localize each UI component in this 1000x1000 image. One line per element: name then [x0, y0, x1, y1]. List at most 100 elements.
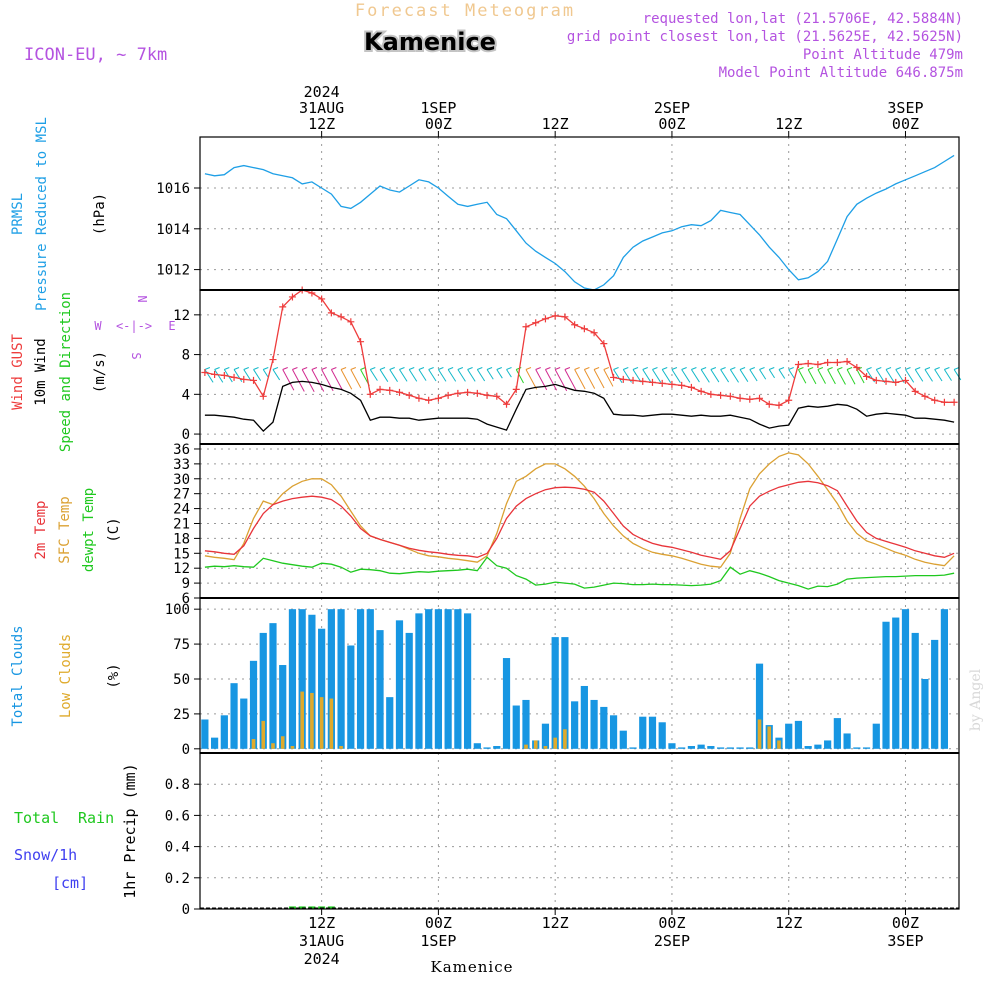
total-cloud-bar [571, 701, 579, 749]
y-tick-label: 24 [173, 502, 190, 518]
total-cloud-bar [804, 746, 812, 749]
low-cloud-bar [271, 743, 275, 749]
wind-barb [340, 367, 347, 370]
total-cloud-bar [726, 747, 734, 749]
total-cloud-bar [901, 609, 910, 749]
wind-barb [467, 369, 476, 382]
wind-speed-line [204, 380, 955, 433]
low-clouds-label: Low Clouds [58, 634, 74, 718]
wind-barb [953, 367, 960, 370]
gust-marker [454, 389, 462, 397]
wind-barb [739, 367, 746, 370]
total-cloud-bar [454, 609, 462, 749]
wind-barb [603, 369, 614, 387]
wind-barb [263, 367, 269, 370]
suptitle: Forecast Meteogram [355, 1, 575, 21]
model-info-line: grid point closest lon,lat (21.5625E, 42… [567, 29, 963, 45]
wind-barb [593, 369, 605, 389]
wind-barb [506, 367, 512, 370]
low-cloud-bar [767, 726, 772, 749]
total-cloud-bar [308, 614, 316, 749]
gust-marker [201, 368, 209, 376]
total-cloud-bar [561, 637, 569, 749]
total-cloud-bar [833, 718, 841, 749]
gust-marker [921, 392, 929, 400]
wind-barb [603, 367, 610, 370]
wind-barb [593, 367, 600, 370]
gust-marker [405, 391, 413, 399]
low-cloud-bar [524, 744, 528, 749]
wind-barb [749, 367, 755, 370]
wind-barb [292, 369, 305, 392]
wind-barb [856, 369, 865, 384]
gust-marker [259, 392, 267, 400]
wind-barb [827, 367, 833, 370]
gust-marker [551, 312, 559, 320]
gust-marker [804, 360, 812, 368]
total-cloud-bar [337, 609, 345, 749]
wind-barb [301, 369, 315, 393]
total-cloud-bar [600, 706, 608, 749]
wind-barb [409, 367, 415, 370]
gust-marker [863, 372, 871, 380]
time-label-top: 12Z [308, 115, 335, 133]
total-cloud-bar [327, 609, 335, 749]
low-cloud-bar [543, 746, 548, 749]
total-cloud-bar [318, 628, 326, 749]
wind-barb [525, 367, 532, 370]
gust-marker [736, 394, 744, 402]
y-tick-label: 0 [182, 427, 190, 443]
time-label-bottom: 12Z [775, 914, 802, 932]
wind-barb [545, 367, 551, 370]
y-tick-label: 1012 [156, 263, 190, 279]
time-label-bottom: 1SEP [420, 932, 456, 950]
wind-barb [817, 369, 826, 384]
total-cloud-bar [240, 698, 248, 749]
rain-bar [327, 906, 335, 909]
wind-barb [720, 369, 730, 383]
wind-barb [321, 367, 327, 370]
wind-barb [681, 367, 687, 370]
time-label-bottom: 31AUG [299, 932, 344, 950]
wind-barb [837, 367, 843, 370]
total-cloud-bar [668, 743, 676, 749]
wind-barb [895, 367, 901, 370]
total-cloud-bar [502, 658, 511, 749]
total-cloud-bar [415, 613, 423, 749]
gust-marker [687, 383, 695, 391]
wind-barb [905, 367, 911, 370]
total-cloud-bar [347, 645, 355, 749]
wind-barb [476, 369, 486, 382]
pressure-unit-label: (hPa) [92, 193, 108, 235]
wind-barb [457, 369, 466, 382]
time-label-bottom: 12Z [308, 914, 335, 932]
total-cloud-bar [824, 740, 832, 749]
gust-marker [366, 390, 374, 398]
wind-barb [846, 367, 853, 370]
precip-axis-label: 1hr Precip (mm) [121, 763, 139, 898]
wind-barb [272, 369, 281, 381]
wind-barb [428, 367, 434, 370]
wind-barb [282, 369, 295, 391]
gust-marker [376, 385, 384, 393]
gust-marker [756, 394, 764, 402]
wind-barb [661, 369, 672, 384]
y-tick-label: 0 [182, 902, 190, 918]
time-label-top: 00Z [658, 115, 685, 133]
wind-barb [418, 367, 425, 370]
total-cloud-bar [892, 617, 900, 749]
wind-barb [885, 367, 892, 370]
wind-barb [437, 369, 447, 382]
total-cloud-bar [794, 720, 803, 749]
total-cloud-bar [269, 623, 277, 749]
low-cloud-bar [261, 720, 266, 749]
y-tick-label: 0.8 [165, 777, 190, 793]
model-label: ICON-EU, ~ 7km [24, 45, 167, 65]
gust-marker [561, 313, 569, 321]
wind-barb [486, 369, 494, 380]
gust-marker [211, 370, 219, 378]
wind-barb [360, 367, 366, 370]
gust-marker [648, 378, 656, 386]
wind-barb [272, 367, 279, 370]
